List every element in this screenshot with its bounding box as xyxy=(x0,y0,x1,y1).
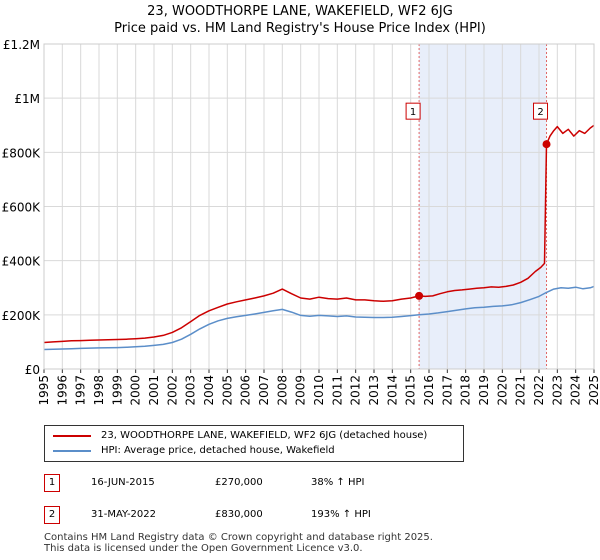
x-tick-label: 2019 xyxy=(477,375,491,406)
chart-subtitle: Price paid vs. HM Land Registry's House … xyxy=(114,21,486,36)
transaction-number-badge: 1 xyxy=(44,474,60,492)
x-tick-label: 2021 xyxy=(514,375,528,406)
x-tick-label: 2014 xyxy=(385,375,399,406)
transaction-price: £270,000 xyxy=(215,477,263,488)
x-tick-label: 1995 xyxy=(37,375,51,406)
transaction-number-badge: 2 xyxy=(44,506,60,524)
x-tick-label: 2018 xyxy=(459,375,473,406)
x-tick-label: 1997 xyxy=(74,375,88,406)
chart-title: 23, WOODTHORPE LANE, WAKEFIELD, WF2 6JG xyxy=(147,4,453,19)
transaction-date: 31-MAY-2022 xyxy=(91,509,157,520)
x-tick-label: 2013 xyxy=(367,375,381,406)
x-tick-label: 2012 xyxy=(349,375,363,406)
transaction-price: £830,000 xyxy=(215,509,263,520)
x-tick-label: 2000 xyxy=(129,375,143,406)
y-tick-label: £400K xyxy=(2,255,42,269)
y-tick-label: £200K xyxy=(2,309,42,323)
plot-frame xyxy=(43,43,595,370)
legend-swatch-property xyxy=(53,435,91,437)
x-tick-label: 1996 xyxy=(55,375,69,406)
x-tick-label: 1998 xyxy=(92,375,106,406)
x-tick-label: 2015 xyxy=(404,375,418,406)
sale-point xyxy=(415,291,424,300)
price-chart: 1 2 £0 £200K £400K £600K £800K £1M £1.2M 1995 199… xyxy=(2,38,600,406)
footer-licence: This data is licensed under the Open Gov… xyxy=(44,543,363,554)
x-tick-label: 1999 xyxy=(110,375,124,406)
sale-marker-box xyxy=(405,102,421,120)
legend: 23, WOODTHORPE LANE, WAKEFIELD, WF2 6JG … xyxy=(44,425,464,462)
x-tick-label: 2005 xyxy=(220,375,234,406)
footer-copyright: Contains HM Land Registry data © Crown c… xyxy=(44,532,433,543)
sale-marker-label: 1 xyxy=(410,107,416,118)
x-tick-label: 2001 xyxy=(147,375,161,406)
y-tick-label: £1.2M xyxy=(3,38,40,52)
x-tick-label: 2020 xyxy=(495,375,509,406)
x-tick-label: 2017 xyxy=(440,375,454,406)
x-tick-label: 2022 xyxy=(532,375,546,406)
x-tick-label: 2023 xyxy=(550,375,564,406)
legend-label-hpi: HPI: Average price, detached house, Wake… xyxy=(101,445,335,456)
transaction-hpi-change: 193% ↑ HPI xyxy=(311,509,371,520)
property-price-line xyxy=(43,124,595,344)
hpi-line xyxy=(43,285,595,351)
sale-marker-label: 2 xyxy=(537,107,543,118)
y-tick-label: £800K xyxy=(2,146,42,160)
x-tick-label: 2006 xyxy=(239,375,253,406)
x-tick-label: 2010 xyxy=(312,375,326,406)
transaction-date: 16-JUN-2015 xyxy=(91,477,155,488)
x-tick-label: 2024 xyxy=(569,375,583,406)
transaction-hpi-change: 38% ↑ HPI xyxy=(311,477,365,488)
x-tick-label: 2008 xyxy=(275,375,289,406)
sale-point xyxy=(542,140,551,149)
x-tick-label: 2011 xyxy=(330,375,344,406)
sale-marker-box xyxy=(533,102,549,120)
x-tick-label: 2025 xyxy=(587,375,600,406)
x-tick-label: 2016 xyxy=(422,375,436,406)
x-tick-label: 2007 xyxy=(257,375,271,406)
x-tick-label: 2004 xyxy=(202,375,216,406)
x-tick-label: 2003 xyxy=(184,375,198,406)
y-tick-label: £0 xyxy=(25,363,40,377)
x-tick-label: 2002 xyxy=(165,375,179,406)
legend-swatch-hpi xyxy=(53,450,91,452)
legend-label-property: 23, WOODTHORPE LANE, WAKEFIELD, WF2 6JG … xyxy=(101,430,428,441)
x-tick-label: 2009 xyxy=(294,375,308,406)
y-tick-label: £1M xyxy=(14,92,40,106)
y-tick-label: £600K xyxy=(2,201,42,215)
